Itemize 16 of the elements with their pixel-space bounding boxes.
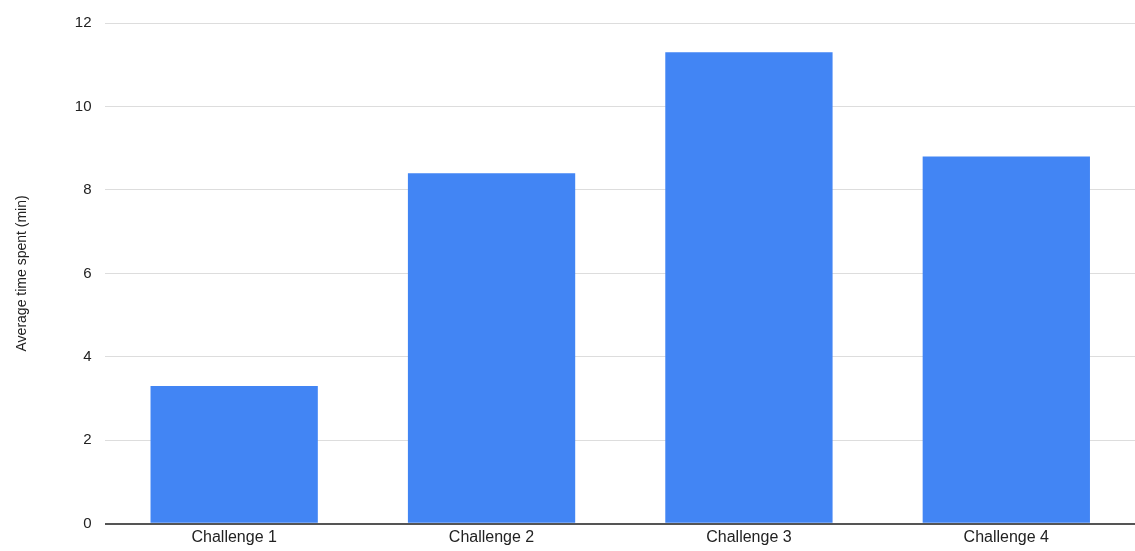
- bar: [665, 52, 833, 523]
- y-axis-title: Average time spent (min): [13, 195, 30, 352]
- x-tick-label: Challenge 3: [706, 527, 792, 545]
- x-tick-label: Challenge 2: [448, 527, 535, 545]
- y-tick-label: 6: [83, 263, 92, 281]
- y-tick-label: 0: [83, 513, 92, 531]
- bar: [922, 156, 1090, 523]
- bar: [150, 386, 318, 523]
- y-tick-label: 10: [74, 96, 92, 114]
- bar: [407, 173, 576, 523]
- x-tick-label: Challenge 4: [963, 527, 1050, 545]
- y-tick-label: 2: [83, 430, 92, 448]
- y-tick-label: 4: [83, 347, 92, 365]
- y-tick-label: 12: [74, 13, 92, 31]
- y-tick-label: 8: [83, 180, 92, 198]
- x-tick-label: Challenge 1: [191, 527, 277, 545]
